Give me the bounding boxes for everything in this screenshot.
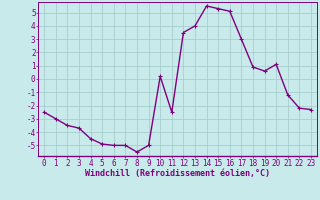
X-axis label: Windchill (Refroidissement éolien,°C): Windchill (Refroidissement éolien,°C) [85,169,270,178]
